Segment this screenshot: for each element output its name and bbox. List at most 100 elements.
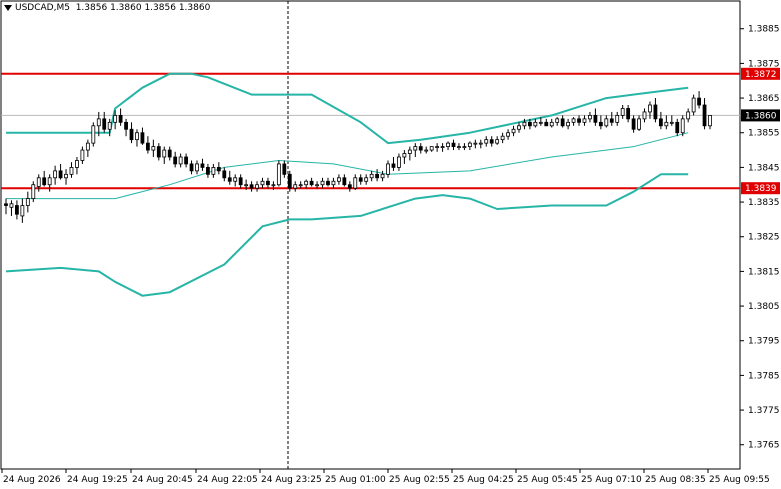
bollinger-upper-line bbox=[6, 72, 689, 145]
candle-body bbox=[489, 139, 494, 144]
candle-body bbox=[429, 146, 434, 151]
y-tick-label: 1.3775 bbox=[748, 406, 780, 416]
x-tick-label: 25 Aug 04:25 bbox=[453, 475, 514, 485]
candle-body bbox=[222, 170, 227, 179]
candle-body bbox=[593, 115, 598, 123]
candle-body bbox=[407, 149, 412, 154]
candle-body bbox=[424, 149, 429, 152]
candle-body bbox=[107, 121, 112, 130]
candle-body bbox=[135, 132, 139, 141]
candle-body bbox=[697, 97, 701, 106]
candle-body bbox=[195, 163, 199, 172]
candle-body bbox=[522, 121, 527, 127]
candle-body bbox=[566, 121, 571, 127]
candle-body bbox=[358, 177, 363, 182]
ohlc-open: 1.3856 bbox=[75, 3, 108, 13]
candle-body bbox=[648, 104, 652, 113]
candle-body bbox=[555, 118, 560, 123]
candle-body bbox=[58, 170, 63, 179]
candle-body bbox=[255, 184, 259, 189]
candle-body bbox=[653, 104, 658, 120]
x-tick-label: 25 Aug 07:10 bbox=[581, 475, 642, 485]
y-tick-label: 1.3835 bbox=[748, 198, 780, 208]
candle-body bbox=[80, 149, 85, 161]
candle-body bbox=[467, 142, 472, 147]
candle-body bbox=[506, 132, 510, 137]
candle-body bbox=[615, 115, 620, 123]
candle-body bbox=[189, 163, 194, 172]
candle-body bbox=[571, 118, 576, 123]
candle-body bbox=[298, 184, 303, 187]
candle-body bbox=[200, 163, 205, 168]
candle-body bbox=[604, 118, 609, 127]
symbol-dropdown-icon[interactable] bbox=[4, 4, 12, 11]
x-tick-label: 24 Aug 20:45 bbox=[132, 475, 193, 485]
y-tick-label: 1.3855 bbox=[748, 129, 780, 139]
candle-body bbox=[609, 118, 614, 123]
candle-body bbox=[287, 173, 292, 189]
candle-body bbox=[266, 180, 270, 186]
candle-body bbox=[167, 149, 172, 158]
candle-body bbox=[577, 118, 581, 123]
x-tick-label: 24 Aug 22:05 bbox=[197, 475, 258, 485]
candle-body bbox=[211, 166, 216, 175]
symbol-label: USDCAD,M5 bbox=[15, 3, 70, 13]
plot-frame bbox=[0, 0, 741, 470]
candle-body bbox=[64, 173, 68, 179]
candle-body bbox=[249, 184, 254, 189]
x-tick-label: 25 Aug 08:35 bbox=[645, 475, 706, 485]
level-price-box bbox=[741, 67, 780, 80]
candle-body bbox=[691, 97, 696, 113]
candle-body bbox=[528, 121, 532, 127]
candle-body bbox=[315, 184, 319, 187]
candle-body bbox=[184, 156, 188, 165]
candle-body bbox=[282, 163, 287, 175]
candle-body bbox=[397, 156, 401, 168]
candle-body bbox=[675, 121, 680, 134]
candle-body bbox=[53, 170, 58, 179]
x-tick-label: 25 Aug 01:00 bbox=[325, 475, 386, 485]
candle-body bbox=[320, 180, 325, 186]
candle-body bbox=[91, 125, 96, 144]
x-tick-label: 24 Aug 23:25 bbox=[261, 475, 322, 485]
candle-body bbox=[4, 203, 8, 206]
candle-body bbox=[517, 125, 521, 130]
candle-body bbox=[626, 108, 631, 120]
candle-body bbox=[20, 205, 25, 217]
candle-body bbox=[380, 173, 385, 179]
candle-body bbox=[309, 180, 314, 186]
ohlc-close: 1.3860 bbox=[178, 3, 211, 13]
candle-body bbox=[658, 118, 663, 127]
candle-body bbox=[336, 177, 341, 182]
candle-body bbox=[473, 142, 478, 145]
level-price-box bbox=[741, 182, 780, 195]
candle-body bbox=[702, 104, 707, 127]
candle-body bbox=[69, 166, 74, 175]
candle-body bbox=[145, 142, 150, 151]
y-tick-label: 1.3825 bbox=[748, 233, 780, 243]
level-price-label: 1.3839 bbox=[745, 184, 777, 194]
x-tick-label: 25 Aug 02:55 bbox=[389, 475, 450, 485]
candle-body bbox=[156, 146, 161, 158]
ohlc-low: 1.3856 bbox=[144, 3, 176, 13]
candle-body bbox=[402, 153, 407, 158]
candle-body bbox=[364, 177, 369, 182]
candle-body bbox=[511, 128, 516, 134]
candle-body bbox=[353, 177, 358, 189]
candle-body bbox=[620, 108, 625, 116]
candle-body bbox=[276, 163, 281, 186]
candle-body bbox=[75, 160, 79, 168]
y-tick-label: 1.3845 bbox=[748, 163, 780, 173]
candle-body bbox=[173, 156, 178, 165]
candle-body bbox=[271, 184, 276, 187]
candle-body bbox=[113, 115, 118, 123]
candle-body bbox=[418, 146, 423, 151]
candle-body bbox=[457, 146, 461, 149]
chart-header: USDCAD,M5 1.3856 1.3860 1.3856 1.3860 bbox=[4, 3, 210, 13]
candle-body bbox=[631, 118, 636, 130]
candle-body bbox=[440, 146, 445, 149]
candle-body bbox=[151, 146, 156, 151]
x-tick-label: 25 Aug 05:45 bbox=[517, 475, 578, 485]
